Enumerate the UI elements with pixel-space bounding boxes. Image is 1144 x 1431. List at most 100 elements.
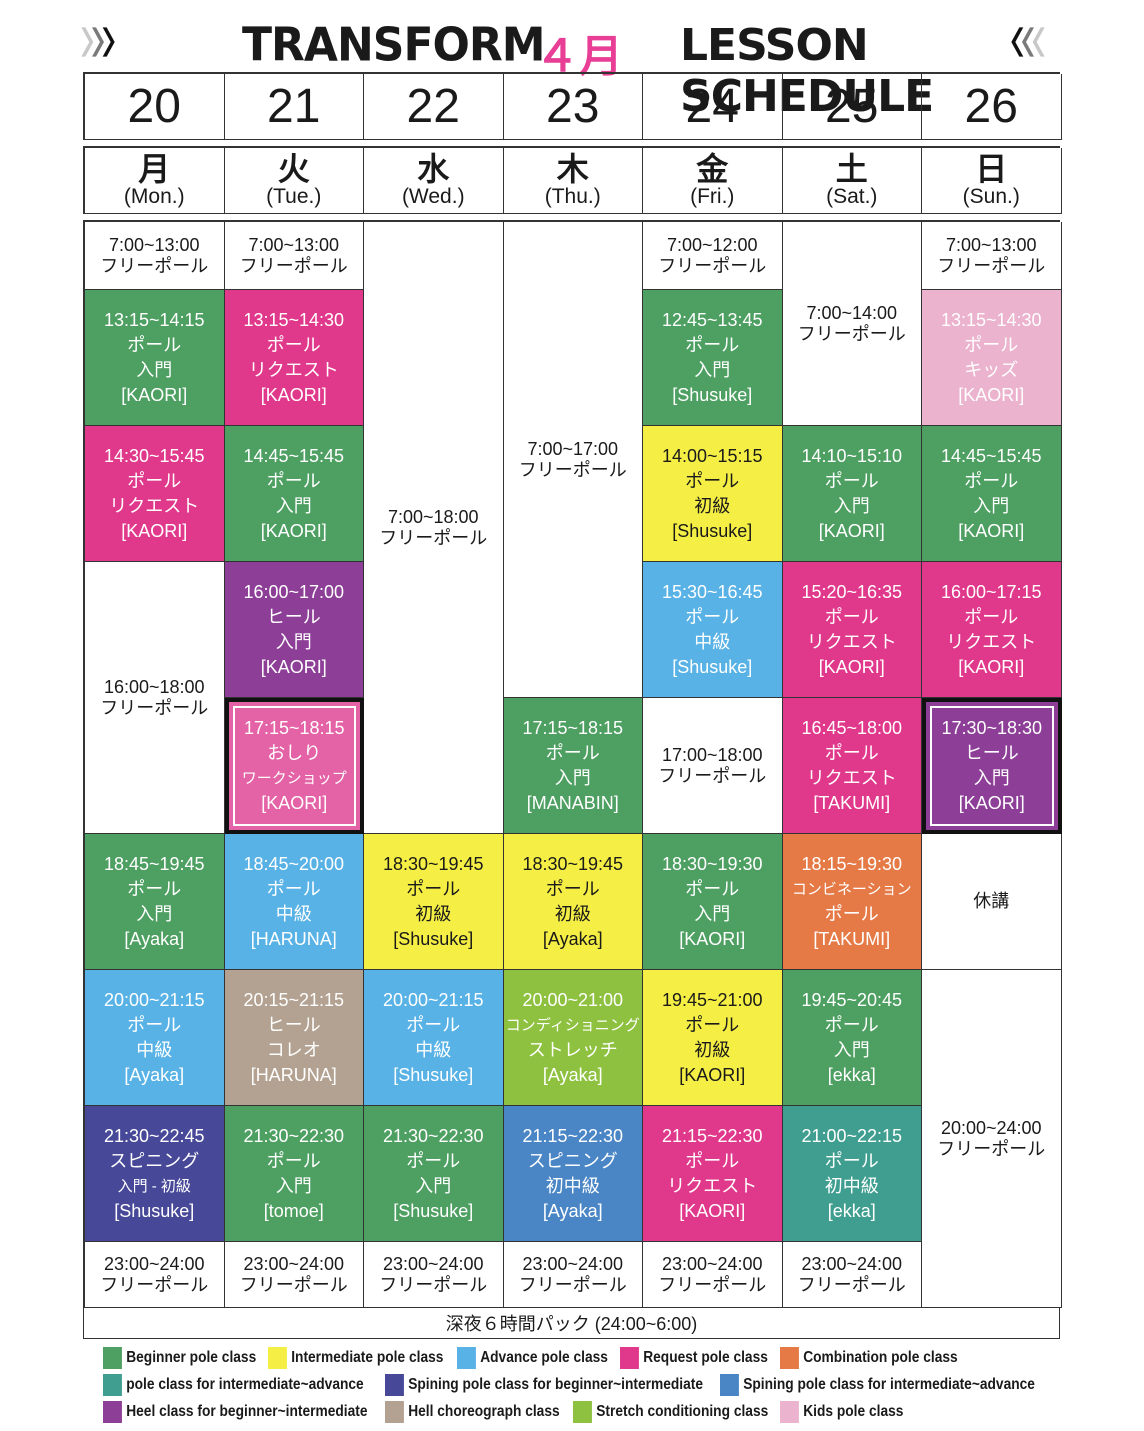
slot-label: 初中級	[545, 1175, 600, 1196]
weekday-cell: 月 (Mon.)	[85, 148, 225, 214]
legend-swatch	[103, 1347, 122, 1369]
free-pole-slot: 20:00~24:00 フリーポール	[922, 970, 1062, 1308]
weekday-kanji: 火	[277, 149, 310, 188]
slot-time: 14:00~15:15	[661, 445, 763, 466]
slot-time: 21:30~22:45	[103, 1125, 205, 1146]
slot-time: 19:45~20:45	[801, 989, 903, 1010]
legend-swatch	[620, 1347, 639, 1369]
legend-label: Beginner pole class	[126, 1349, 257, 1366]
weekday-cell: 金 (Fri.)	[643, 148, 783, 214]
class-slot: 20:00~21:15 ポール 中級 [Shusuke]	[364, 970, 504, 1106]
slot-time: 23:00~24:00	[103, 1253, 205, 1274]
slot-time: 18:30~19:45	[522, 853, 624, 874]
slot-label: ポール	[685, 1150, 740, 1171]
slot-label: 入門	[275, 1175, 312, 1196]
legend-label: Heel class for beginner~intermediate	[126, 1403, 368, 1420]
slot-label: リクエスト	[806, 631, 897, 652]
slot-time: 16:45~18:00	[801, 717, 903, 738]
slot-time: 7:00~18:00	[387, 506, 479, 527]
slot-time: 16:00~18:00	[103, 676, 205, 697]
slot-label: ポール	[685, 606, 740, 627]
weekday-cell: 日 (Sun.)	[922, 148, 1062, 214]
class-slot: 21:30~22:30 ポール 入門 [Shusuke]	[364, 1106, 504, 1242]
slot-instructor: [TAKUMI]	[813, 928, 891, 949]
weekday-english: (Mon.)	[123, 184, 185, 208]
slot-instructor: [Shusuke]	[393, 1064, 474, 1085]
slot-time: 20:00~21:15	[103, 989, 205, 1010]
slot-instructor: [Ayaka]	[124, 1064, 185, 1085]
slot-label: ポール	[824, 606, 879, 627]
slot-instructor: [Shusuke]	[672, 520, 753, 541]
weekday-kanji: 木	[556, 149, 589, 188]
slot-label: ポール	[266, 334, 321, 355]
class-slot: 13:15~14:30 ポール キッズ [KAORI]	[922, 290, 1062, 426]
slot-label: 入門	[694, 903, 731, 924]
slot-time: 休講	[973, 891, 1010, 911]
free-pole-slot: 7:00~17:00 フリーポール	[503, 222, 643, 698]
slot-label: 入門	[136, 359, 173, 380]
weekday-kanji: 土	[835, 149, 868, 188]
class-slot: 18:45~19:45 ポール 入門 [Ayaka]	[85, 834, 225, 970]
class-slot: 19:45~20:45 ポール 入門 [ekka]	[782, 970, 922, 1106]
class-slot: 21:30~22:45 スピニング 入門 - 初級 [Shusuke]	[85, 1106, 225, 1242]
slot-time: 20:00~24:00	[940, 1117, 1042, 1138]
class-slot: 20:15~21:15 ヒール コレオ [HARUNA]	[224, 970, 364, 1106]
class-slot: 18:45~20:00 ポール 中級 [HARUNA]	[224, 834, 364, 970]
slot-instructor: [KAORI]	[121, 384, 188, 405]
slot-label: 入門	[973, 768, 1010, 788]
weekday-english: (Wed.)	[401, 184, 465, 208]
legend-item: Spining pole class for beginner~intermed…	[385, 1374, 703, 1396]
slot-label: 入門	[275, 631, 312, 652]
slot-time: 14:30~15:45	[103, 445, 205, 466]
weekday-english: (Tue.)	[266, 184, 322, 208]
weekday-cell: 土 (Sat.)	[782, 148, 922, 214]
weekday-cell: 火 (Tue.)	[224, 148, 364, 214]
class-slot: 14:45~15:45 ポール 入門 [KAORI]	[922, 426, 1062, 562]
weekday-english: (Fri.)	[690, 184, 735, 208]
legend-label: Spining pole class for beginner~intermed…	[408, 1376, 703, 1393]
slot-label: 入門	[136, 903, 173, 924]
legend-item: Request pole class	[620, 1347, 768, 1369]
slot-time: 23:00~24:00	[661, 1253, 763, 1274]
slot-label: 初級	[415, 903, 452, 924]
slot-label: リクエスト	[667, 1175, 758, 1196]
slot-instructor: [KAORI]	[818, 520, 885, 541]
slot-label: フリーポール	[658, 1274, 767, 1295]
slot-time: 18:45~20:00	[243, 853, 345, 874]
free-pole-slot: 7:00~14:00 フリーポール	[782, 222, 922, 426]
slot-label: 入門	[275, 495, 312, 516]
slot-label: ポール	[127, 1014, 182, 1035]
slot-label: 初級	[554, 903, 591, 924]
legend-label: Spining pole class for intermediate~adva…	[743, 1376, 1035, 1393]
slot-instructor: [KAORI]	[260, 520, 327, 541]
slot-label: ポール	[964, 334, 1019, 355]
slot-label: 入門	[554, 767, 591, 788]
date-cell: 26	[922, 74, 1062, 140]
slot-time: 19:45~21:00	[661, 989, 763, 1010]
class-slot: 17:30~18:30 ヒール 入門 [KAORI]	[922, 698, 1062, 834]
date-number: 26	[964, 80, 1018, 133]
free-pole-slot: 7:00~18:00 フリーポール	[364, 222, 504, 834]
free-pole-slot: 7:00~13:00 フリーポール	[85, 222, 225, 290]
free-pole-slot: 23:00~24:00 フリーポール	[364, 1242, 504, 1308]
slot-label: スピニング	[109, 1150, 200, 1171]
slot-label: フリーポール	[379, 1274, 488, 1295]
page-header: TRANSFORM ４月 LESSON SCHEDULE	[80, 14, 1064, 122]
slot-time: 17:00~18:00	[661, 744, 763, 765]
slot-time: 20:00~21:00	[522, 989, 624, 1010]
date-cell: 25	[782, 74, 922, 140]
date-cell: 24	[643, 74, 783, 140]
slot-time: 7:00~13:00	[108, 234, 200, 255]
free-pole-slot: 16:00~18:00 フリーポール	[85, 562, 225, 834]
slot-time: 23:00~24:00	[801, 1253, 903, 1274]
slot-instructor: [Shusuke]	[393, 1200, 474, 1221]
slot-time: 16:00~17:00	[243, 581, 345, 602]
legend-swatch	[103, 1401, 122, 1423]
weekday-english: (Sat.)	[826, 184, 878, 208]
legend-item: pole class for intermediate~advance	[103, 1374, 364, 1396]
slot-time: 21:00~22:15	[801, 1125, 903, 1146]
class-slot: 14:45~15:45 ポール 入門 [KAORI]	[224, 426, 364, 562]
slot-time: 21:30~22:30	[243, 1125, 345, 1146]
slot-label: 入門	[833, 1039, 870, 1060]
legend-label: Combination pole class	[803, 1349, 958, 1366]
